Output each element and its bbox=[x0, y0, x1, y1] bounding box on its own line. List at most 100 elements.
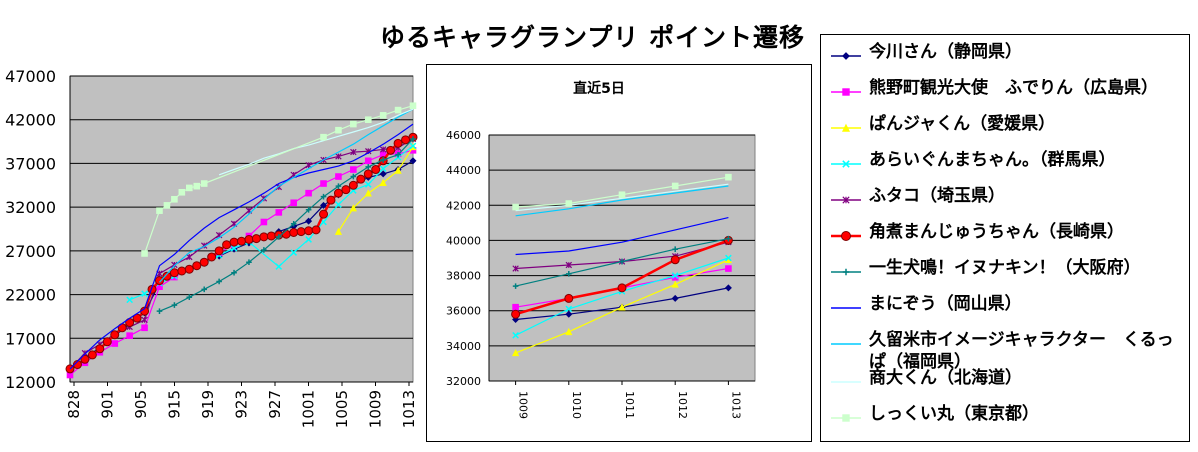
data-point bbox=[171, 261, 178, 269]
data-point bbox=[154, 276, 164, 286]
x-tick-label: 927 bbox=[266, 390, 284, 419]
main-line-chart: 12000 17000 22000 27000 32000 37000 42000 47000… bbox=[5, 67, 418, 428]
data-point bbox=[199, 257, 209, 267]
data-point bbox=[365, 164, 372, 170]
data-point bbox=[184, 264, 194, 274]
data-point bbox=[132, 313, 142, 323]
data-point bbox=[290, 220, 297, 227]
data-point bbox=[126, 332, 133, 339]
data-point bbox=[350, 166, 357, 173]
series-line bbox=[337, 146, 414, 232]
data-point bbox=[177, 266, 187, 276]
data-point bbox=[281, 229, 291, 239]
data-point bbox=[394, 106, 402, 114]
legend-symbol bbox=[831, 88, 861, 96]
legend-label: まにぞう（岡山県） bbox=[869, 294, 1022, 314]
data-point bbox=[163, 202, 171, 209]
y-tick-label: 40000 bbox=[446, 234, 481, 247]
legend-label: 角煮まんじゅうちゃん（長崎県） bbox=[869, 222, 1124, 242]
data-point bbox=[618, 191, 626, 199]
legend-symbol bbox=[831, 196, 861, 204]
data-point bbox=[335, 183, 342, 189]
data-point bbox=[363, 169, 373, 179]
data-point bbox=[207, 252, 217, 262]
data-point bbox=[186, 253, 193, 261]
data-point bbox=[565, 327, 573, 336]
legend-item: ふタコ（埼玉県） bbox=[829, 186, 1185, 221]
legend-symbol bbox=[831, 52, 861, 60]
data-point bbox=[237, 236, 246, 246]
x-tick-label: 923 bbox=[233, 390, 251, 419]
data-point bbox=[275, 234, 282, 240]
data-point bbox=[229, 237, 239, 247]
data-point bbox=[350, 173, 357, 180]
data-point bbox=[394, 166, 402, 174]
x-tick-label: 828 bbox=[65, 390, 83, 419]
y-tick-label: 46000 bbox=[446, 129, 481, 142]
data-point bbox=[379, 146, 387, 153]
data-point bbox=[564, 293, 574, 303]
data-point bbox=[171, 302, 178, 308]
x-tick-label: 1010 bbox=[570, 391, 583, 419]
data-point bbox=[512, 283, 519, 289]
legend-item: ぱんジャくん（愛媛県） bbox=[829, 114, 1185, 149]
data-point bbox=[169, 268, 179, 278]
data-point bbox=[410, 136, 416, 142]
y-tick-label: 12000 bbox=[5, 373, 56, 392]
legend-symbol bbox=[831, 343, 861, 345]
inset-title: 直近5日 bbox=[573, 80, 625, 97]
data-point bbox=[326, 195, 336, 205]
data-point bbox=[617, 283, 627, 293]
legend-item: 今川さん（静岡県） bbox=[829, 42, 1185, 77]
legend-symbol bbox=[831, 160, 861, 168]
data-point bbox=[335, 126, 342, 134]
data-point bbox=[512, 331, 519, 339]
data-point bbox=[162, 271, 172, 281]
data-point bbox=[512, 203, 519, 211]
data-point bbox=[350, 148, 357, 156]
data-point bbox=[275, 209, 283, 216]
data-point bbox=[364, 189, 372, 197]
data-point bbox=[565, 305, 573, 313]
data-point bbox=[290, 249, 298, 256]
data-point bbox=[348, 180, 358, 190]
data-point bbox=[192, 261, 202, 271]
data-point bbox=[356, 174, 366, 184]
x-tick-label: 1013 bbox=[729, 391, 742, 419]
chart-legend: 今川さん（静岡県） 熊野町観光大使 ふでりん（広島県） ぱんジャくん（愛媛県） あらい… bbox=[820, 34, 1190, 442]
data-point bbox=[565, 310, 573, 318]
legend-item: 商大くん（北海道） bbox=[829, 368, 1185, 403]
data-point bbox=[341, 185, 351, 195]
data-point bbox=[386, 145, 396, 155]
data-point bbox=[565, 261, 573, 269]
y-tick-label: 44000 bbox=[446, 164, 481, 177]
data-point bbox=[333, 188, 343, 198]
data-point bbox=[725, 265, 732, 272]
legend-symbol bbox=[831, 414, 861, 422]
legend-label: しっくい丸（東京都） bbox=[869, 404, 1039, 424]
legend-label: 一生犬鳴！イヌナキン！（大阪府） bbox=[869, 258, 1141, 278]
data-point bbox=[511, 309, 521, 319]
data-point bbox=[565, 200, 573, 207]
data-point bbox=[335, 173, 342, 180]
y-tick-label: 17000 bbox=[5, 329, 56, 348]
x-tick-label: 919 bbox=[199, 390, 217, 419]
data-point bbox=[260, 218, 268, 226]
data-point bbox=[186, 184, 193, 192]
y-tick-label: 22000 bbox=[5, 286, 56, 305]
data-point bbox=[141, 316, 148, 324]
data-point bbox=[305, 217, 313, 225]
x-tick-label: 905 bbox=[132, 390, 150, 419]
series-line bbox=[218, 108, 414, 176]
data-point bbox=[379, 170, 387, 178]
series-line bbox=[69, 123, 414, 370]
data-point bbox=[335, 153, 342, 160]
data-point bbox=[193, 182, 201, 190]
data-point bbox=[409, 102, 417, 110]
data-point bbox=[141, 324, 148, 332]
data-point bbox=[305, 206, 312, 213]
data-point bbox=[259, 232, 269, 242]
data-point bbox=[320, 193, 327, 200]
legend-symbol bbox=[831, 307, 861, 309]
data-point bbox=[296, 227, 306, 237]
